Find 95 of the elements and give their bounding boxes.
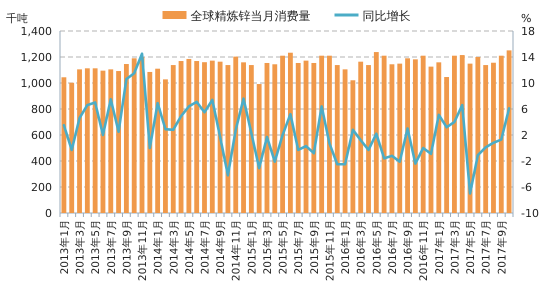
y-tick-label: 400	[31, 155, 52, 168]
bar	[248, 65, 254, 213]
bar	[226, 65, 230, 213]
x-tick-label: 2014年3月	[168, 219, 180, 274]
x-tick-label: 2014年9月	[215, 219, 228, 274]
x-tick-label: 2017年5月	[465, 219, 478, 274]
bar	[170, 65, 176, 213]
x-tick-label: 2015年5月	[278, 219, 290, 274]
bar	[428, 66, 434, 213]
x-tick-label: 2013年3月	[74, 219, 87, 274]
x-tick-label: 2014年7月	[199, 219, 212, 274]
x-tick-label: 2015年3月	[262, 219, 274, 274]
x-tick-label: 2014年11月	[230, 219, 243, 282]
y2-tick-label: -2	[521, 155, 532, 168]
bar	[155, 68, 160, 213]
bar	[327, 56, 332, 213]
x-tick-label: 2017年1月	[434, 219, 446, 274]
bar	[319, 56, 324, 213]
x-tick-label: 2017年9月	[496, 219, 508, 274]
bar	[483, 65, 488, 213]
x-tick-label: 2015年7月	[293, 219, 306, 274]
bar	[140, 57, 144, 213]
bar	[342, 69, 348, 213]
bar	[241, 62, 246, 213]
bar	[444, 77, 450, 213]
bar	[304, 60, 308, 213]
bar	[186, 58, 192, 213]
bar	[77, 69, 82, 213]
y-tick-label: 200	[31, 181, 52, 194]
bar	[264, 62, 270, 213]
x-tick-label: 2016年7月	[386, 219, 399, 274]
y2-tick-label: 2	[521, 129, 528, 142]
x-tick-label: 2013年5月	[90, 219, 102, 274]
bar	[202, 62, 207, 213]
y2-axis-title: %	[521, 12, 532, 25]
bar	[506, 50, 512, 213]
y-tick-label: 1,000	[20, 77, 52, 90]
bar	[163, 79, 168, 213]
y2-tick-label: 18	[521, 25, 535, 38]
bar	[358, 62, 364, 213]
bar	[100, 70, 106, 213]
bar	[366, 65, 371, 213]
bar	[92, 68, 98, 213]
x-tick-label: 2016年11月	[418, 219, 430, 282]
x-tick-label: 2014年5月	[184, 219, 196, 274]
y-tick-label: 0	[45, 207, 52, 220]
bar	[475, 57, 480, 213]
bar	[61, 77, 66, 213]
y2-tick-label: -6	[521, 181, 532, 194]
bar	[84, 68, 90, 213]
x-tick-label: 2017年3月	[449, 219, 462, 274]
x-tick-label: 2016年5月	[371, 219, 384, 274]
x-tick-label: 2013年7月	[106, 219, 118, 274]
legend-label: 同比增长	[362, 9, 410, 23]
y-tick-label: 600	[31, 129, 52, 142]
y-tick-label: 800	[31, 103, 52, 116]
bar	[405, 58, 410, 213]
bar	[288, 52, 293, 213]
y2-tick-label: 6	[521, 103, 528, 116]
x-tick-label: 2016年1月	[340, 219, 352, 274]
bar	[382, 56, 387, 213]
x-tick-label: 2014年1月	[152, 219, 165, 274]
x-tick-label: 2013年11月	[137, 219, 150, 282]
y2-tick-label: 14	[521, 51, 535, 64]
y2-tick-label: 10	[521, 77, 535, 90]
x-tick-label: 2013年1月	[58, 219, 71, 274]
x-tick-label: 2015年11月	[324, 219, 336, 282]
line-series	[62, 52, 510, 195]
bar	[116, 71, 121, 213]
bar	[280, 56, 286, 213]
bar	[412, 59, 418, 213]
x-tick-label: 2016年9月	[402, 219, 415, 274]
legend-label: 全球精炼锌当月消费量	[190, 9, 310, 23]
bar	[350, 80, 356, 213]
bar	[178, 61, 184, 213]
x-tick-label: 2013年9月	[121, 219, 134, 274]
bar	[256, 84, 262, 213]
x-tick-label: 2015年9月	[308, 219, 321, 274]
bar	[194, 61, 200, 213]
bar	[218, 62, 223, 213]
x-tick-label: 2016年3月	[356, 219, 368, 274]
bar	[420, 56, 426, 213]
bar	[334, 65, 340, 213]
y-tick-label: 1,200	[20, 51, 52, 64]
bar	[491, 62, 496, 213]
bar	[311, 62, 316, 213]
y2-tick-label: -10	[521, 207, 539, 220]
x-tick-label: 2017年7月	[480, 219, 493, 274]
bar	[124, 64, 129, 213]
bar	[390, 64, 394, 213]
x-tick-label: 2015年1月	[246, 219, 258, 274]
bar	[132, 58, 137, 213]
y-tick-label: 1,400	[20, 25, 52, 38]
y-axis-title: 千吨	[6, 12, 28, 25]
bar	[452, 56, 457, 213]
